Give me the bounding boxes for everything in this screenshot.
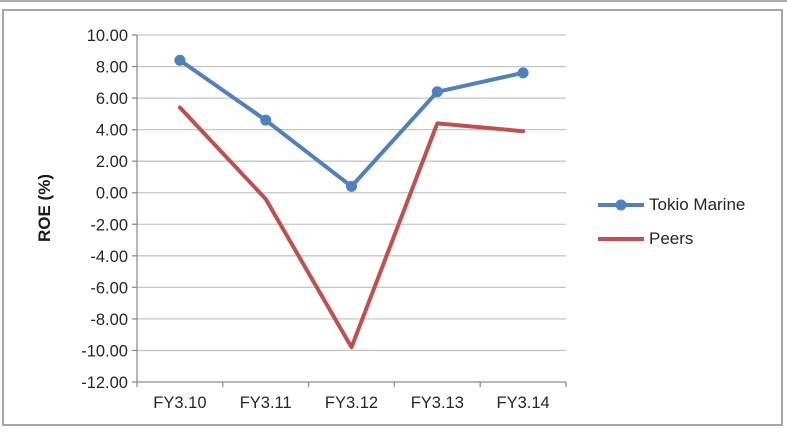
x-tick-label: FY3.14 — [496, 394, 549, 412]
y-tick-label: -4.00 — [90, 248, 128, 266]
x-tick-label: FY3.11 — [240, 394, 292, 412]
y-tick-label: -8.00 — [90, 311, 128, 329]
y-tick-label: 8.00 — [96, 59, 128, 77]
y-tick-label: -2.00 — [90, 216, 128, 234]
legend-item-tokio-marine: Tokio Marine — [598, 193, 745, 217]
legend-line-sample-peers — [598, 237, 644, 241]
x-tick-label: FY3.10 — [153, 394, 206, 412]
y-tick-label: 10.00 — [87, 27, 128, 45]
legend-label: Tokio Marine — [649, 195, 746, 214]
legend-line-sample-tokio-marine — [598, 199, 644, 211]
y-tick-label: 0.00 — [96, 185, 128, 203]
x-tick-label: FY3.12 — [325, 394, 378, 412]
y-tick-label: 2.00 — [96, 153, 128, 171]
legend-label: Peers — [649, 229, 694, 248]
chart-frame — [2, 9, 783, 426]
data-point-marker — [260, 114, 272, 126]
series-line-peers — [177, 105, 526, 350]
data-point-marker — [517, 67, 529, 79]
chart-legend: Tokio Marine Peers — [598, 193, 745, 251]
y-tick-label: -10.00 — [81, 342, 128, 360]
series-line-tokio-marine — [177, 58, 526, 189]
legend-marker-dot — [615, 199, 627, 211]
x-tick-label: FY3.13 — [411, 394, 464, 412]
legend-item-peers: Peers — [598, 227, 745, 251]
top-edge-line — [0, 0, 787, 2]
data-point-marker — [346, 180, 357, 192]
data-point-marker — [174, 54, 186, 66]
y-tick-label: 6.00 — [96, 90, 128, 108]
data-point-marker — [431, 86, 443, 98]
y-tick-label: -6.00 — [90, 279, 128, 297]
y-axis-title-text: ROE (%) — [35, 174, 54, 242]
y-tick-label: -12.00 — [81, 374, 128, 392]
y-tick-label: 4.00 — [96, 122, 128, 140]
